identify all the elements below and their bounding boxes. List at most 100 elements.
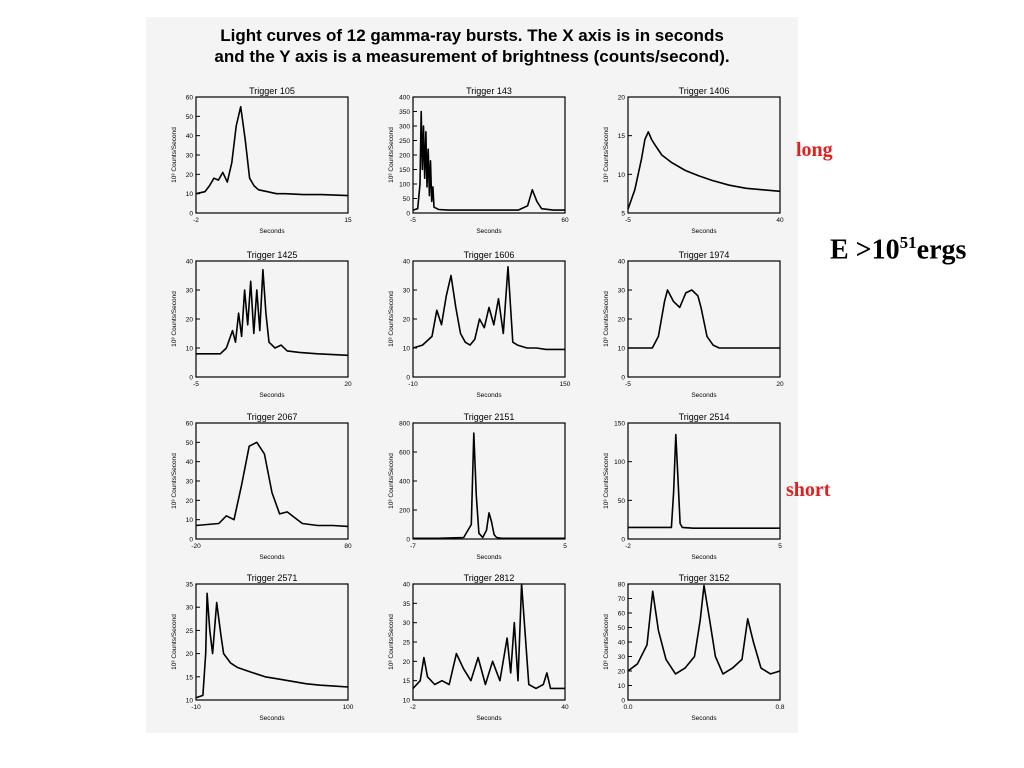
chart-title: Trigger 2067: [247, 412, 298, 422]
x-tick-label: 5: [563, 543, 567, 550]
chart-title: Trigger 3152: [679, 573, 730, 583]
x-axis-label: Seconds: [259, 554, 285, 561]
plot-frame: [195, 583, 349, 701]
y-tick-label: 30: [186, 605, 194, 612]
y-tick-label: 20: [186, 498, 194, 505]
plot-frame: [195, 96, 349, 214]
y-axis-label: 10³ Counts/Second: [171, 291, 178, 347]
y-tick-label: 15: [186, 674, 194, 681]
plot-frame: [627, 583, 781, 701]
title-line-2: and the Y axis is a measurement of brigh…: [214, 47, 730, 66]
chart-title: Trigger 1606: [464, 250, 515, 260]
long-label: long: [796, 139, 833, 161]
y-tick-label: 200: [399, 508, 410, 515]
x-axis-label: Seconds: [259, 228, 285, 235]
y-tick-label: 0: [189, 537, 193, 544]
y-tick-label: 0: [406, 537, 410, 544]
x-tick-label: 40: [776, 217, 784, 224]
plot-frame: [195, 260, 349, 378]
y-tick-label: 30: [618, 288, 626, 295]
y-tick-label: 60: [186, 421, 194, 428]
x-tick-label: 100: [343, 704, 354, 711]
x-tick-label: -2: [193, 217, 199, 224]
y-tick-label: 60: [618, 611, 626, 618]
x-tick-label: -20: [191, 543, 201, 550]
x-tick-label: 80: [344, 543, 352, 550]
y-axis-label: 10³ Counts/Second: [603, 453, 610, 509]
x-tick-label: -5: [625, 381, 631, 388]
y-axis-label: 10³ Counts/Second: [171, 453, 178, 509]
light-curve-line: [195, 105, 349, 197]
x-tick-label: 20: [776, 381, 784, 388]
y-tick-label: 40: [618, 259, 626, 266]
light-curve-line: [413, 432, 565, 540]
y-tick-label: 10: [618, 683, 626, 690]
energy-suffix: ergs: [916, 234, 967, 266]
plot-frame: [627, 96, 781, 214]
x-tick-label: -5: [193, 381, 199, 388]
y-tick-label: 30: [186, 288, 194, 295]
y-tick-label: 40: [186, 133, 194, 140]
x-tick-label: -10: [408, 381, 418, 388]
y-tick-label: 10: [186, 346, 194, 353]
plot-frame: [195, 422, 349, 540]
y-tick-label: 0: [189, 211, 193, 218]
y-tick-label: 30: [186, 479, 194, 486]
y-tick-label: 400: [399, 479, 410, 486]
x-tick-label: 60: [561, 217, 569, 224]
y-tick-label: 50: [186, 440, 194, 447]
light-curve-line: [412, 110, 565, 211]
y-tick-label: 40: [618, 640, 626, 647]
x-axis-label: Seconds: [476, 715, 502, 722]
y-tick-label: 15: [618, 133, 626, 140]
y-tick-label: 50: [186, 114, 194, 121]
figure-panel: Light curves of 12 gamma-ray bursts. The…: [146, 17, 798, 733]
light-curve-line: [628, 289, 780, 349]
y-tick-label: 800: [399, 421, 410, 428]
y-tick-label: 10: [403, 698, 411, 705]
y-tick-label: 0: [406, 211, 410, 218]
y-tick-label: 10: [186, 191, 194, 198]
y-axis-label: 10³ Counts/Second: [171, 614, 178, 670]
x-tick-label: -10: [191, 704, 201, 711]
y-tick-label: 150: [399, 167, 410, 174]
y-tick-label: 30: [403, 288, 411, 295]
y-axis-label: 10³ Counts/Second: [388, 453, 395, 509]
y-tick-label: 250: [399, 138, 410, 145]
y-tick-label: 10: [618, 172, 626, 179]
x-axis-label: Seconds: [259, 715, 285, 722]
x-axis-label: Seconds: [476, 554, 502, 561]
chart-title: Trigger 1406: [679, 86, 730, 96]
y-tick-label: 25: [403, 640, 411, 647]
y-tick-label: 300: [399, 124, 410, 131]
y-tick-label: 0: [621, 537, 625, 544]
x-axis-label: Seconds: [476, 228, 502, 235]
y-tick-label: 600: [399, 450, 410, 457]
y-tick-label: 200: [399, 153, 410, 160]
y-tick-label: 70: [618, 596, 626, 603]
short-label: short: [786, 479, 831, 501]
chart-title: Trigger 105: [249, 86, 295, 96]
chart-title: Trigger 143: [466, 86, 512, 96]
x-axis-label: Seconds: [691, 392, 717, 399]
y-tick-label: 0: [621, 375, 625, 382]
x-tick-label: -5: [410, 217, 416, 224]
light-curve-line: [195, 592, 349, 699]
y-tick-label: 0: [406, 375, 410, 382]
x-tick-label: 150: [560, 381, 571, 388]
y-tick-label: 20: [186, 317, 194, 324]
y-tick-label: 10: [186, 698, 194, 705]
chart-title: Trigger 2571: [247, 573, 298, 583]
y-tick-label: 40: [403, 582, 411, 589]
y-axis-label: 10³ Counts/Second: [603, 291, 610, 347]
y-tick-label: 20: [186, 172, 194, 179]
y-tick-label: 400: [399, 95, 410, 102]
light-curve-line: [628, 433, 780, 529]
y-tick-label: 35: [403, 601, 411, 608]
y-tick-label: 40: [186, 259, 194, 266]
chart-title: Trigger 1425: [247, 250, 298, 260]
x-axis-label: Seconds: [476, 392, 502, 399]
x-tick-label: -7: [410, 543, 416, 550]
y-axis-label: 10³ Counts/Second: [603, 614, 610, 670]
